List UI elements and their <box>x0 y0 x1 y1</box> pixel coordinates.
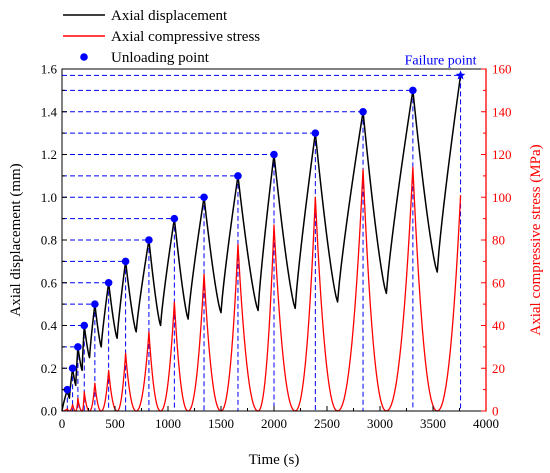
unloading-point <box>68 364 77 373</box>
failure-point-marker <box>455 70 466 80</box>
unloading-points <box>63 70 466 394</box>
y-right-tick-label: 40 <box>492 318 505 333</box>
unloading-point <box>104 278 113 287</box>
y-right-tick-label: 20 <box>492 361 505 376</box>
y-right-tick-label: 160 <box>492 62 512 77</box>
unloading-point <box>409 86 417 95</box>
x-tick-label: 1500 <box>208 416 234 431</box>
legend-label-stress: Axial compressive stress <box>111 29 260 45</box>
y-left-tick-label: 1.0 <box>41 190 57 205</box>
x-tick-label: 4000 <box>473 416 499 431</box>
legend: Axial displacement Axial compressive str… <box>63 8 260 66</box>
unloading-point <box>74 343 82 351</box>
y-left-tick-label: 0.4 <box>41 318 58 333</box>
unloading-point <box>80 321 89 330</box>
unloading-point <box>234 172 242 180</box>
y-right-tick-label: 100 <box>492 190 512 205</box>
stress-series <box>61 166 462 412</box>
unloading-guide-lines <box>62 74 462 411</box>
displacement-series <box>61 75 462 412</box>
y-left-tick-label: 1.2 <box>41 147 57 162</box>
unloading-point <box>270 150 278 159</box>
unloading-point <box>311 129 320 137</box>
x-tick-label: 3500 <box>420 416 446 431</box>
x-tick-label: 500 <box>105 416 125 431</box>
legend-label-displacement: Axial displacement <box>111 8 228 24</box>
unloading-point <box>91 300 99 308</box>
y-right-tick-label: 0 <box>492 404 499 419</box>
y-left-tick-label: 0.6 <box>41 275 58 290</box>
failure-point-label: Failure point <box>405 53 477 68</box>
unloading-point <box>63 385 72 394</box>
y-right-tick-label: 140 <box>492 104 512 119</box>
unloading-point <box>170 214 179 223</box>
x-tick-label: 2500 <box>314 416 340 431</box>
axes: 0 500 1000 1500 2000 2500 3000 3500 40000.00.20.… <box>41 62 512 432</box>
unloading-point <box>200 193 208 202</box>
x-tick-label: 0 <box>59 416 66 431</box>
x-tick-label: 1000 <box>155 416 181 431</box>
y-right-tick-label: 120 <box>492 147 512 162</box>
y-left-tick-label: 1.4 <box>41 104 58 119</box>
y-left-tick-label: 0.8 <box>41 233 57 248</box>
displacement-line <box>61 75 462 412</box>
y-left-tick-label: 0.2 <box>41 361 57 376</box>
unloading-point <box>145 236 153 244</box>
y-left-tick-label: 0.0 <box>41 404 57 419</box>
unloading-point <box>359 107 367 116</box>
stress-line <box>61 166 462 412</box>
y-right-tick-label: 60 <box>492 275 505 290</box>
y-right-tick-label: 80 <box>492 233 505 248</box>
legend-swatch-unloading <box>80 53 88 61</box>
unloading-point <box>121 257 130 266</box>
y-axis-left-label: Axial displacement (mm) <box>8 163 24 316</box>
x-tick-label: 3000 <box>367 416 393 431</box>
legend-label-unloading: Unloading point <box>111 50 210 66</box>
x-axis-label: Time (s) <box>249 452 300 468</box>
y-axis-right-label: Axial compressive stress (MPa) <box>528 144 544 335</box>
y-left-tick-label: 1.6 <box>41 62 58 77</box>
x-tick-label: 2000 <box>261 416 287 431</box>
